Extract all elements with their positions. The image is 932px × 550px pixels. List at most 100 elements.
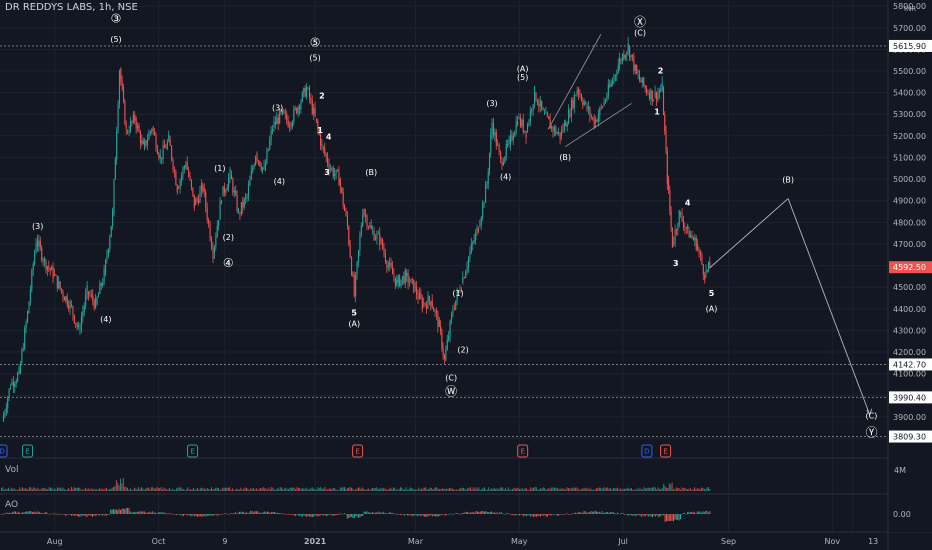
volume-bar [542, 487, 544, 491]
volume-bar [114, 486, 116, 491]
candle-body [284, 113, 286, 115]
ao-bar [304, 514, 306, 517]
volume-bar [97, 489, 99, 491]
projection-segment [709, 198, 789, 269]
candle-body [403, 276, 405, 284]
time-axis[interactable]: Aug Oct 9 2021 Mar May Jul Sep Nov 13 [47, 537, 878, 546]
volume-bar [15, 489, 16, 491]
volume-bar [93, 488, 95, 491]
volume-bar [510, 489, 512, 491]
candle-body [699, 252, 702, 256]
ao-bar [58, 514, 60, 515]
candle-body [276, 118, 278, 125]
event-marker [22, 444, 34, 458]
volume-bar [682, 488, 684, 491]
ao-bar [533, 514, 534, 518]
candle-body [356, 261, 358, 276]
volume-bar [681, 487, 683, 491]
ao-bar [437, 514, 439, 517]
volume-axis-label: 4M [894, 466, 906, 475]
volume-bar [519, 488, 520, 491]
candle-body [169, 140, 171, 146]
volume-bar [552, 487, 554, 491]
ao-bar [251, 510, 253, 514]
volume-bar [188, 489, 190, 491]
candle-body [654, 91, 656, 97]
volume-bar [451, 488, 453, 491]
candle-body [293, 109, 295, 123]
candle-body [171, 145, 173, 160]
volume-bar [132, 489, 134, 491]
volume-bar [611, 489, 613, 491]
volume-bar [122, 478, 124, 491]
candle-body [257, 160, 259, 162]
price-label-badge [889, 430, 932, 443]
ao-bar [352, 514, 354, 519]
ao-bar [369, 512, 371, 514]
candle-body [76, 324, 78, 327]
candle-body [8, 388, 10, 398]
volume-bar [135, 488, 137, 491]
candle-body [462, 277, 464, 283]
volume-bar [190, 489, 191, 491]
candle-body [389, 262, 391, 266]
ao-bar [250, 510, 252, 514]
volume-bar [234, 489, 236, 491]
ao-bar [615, 514, 617, 515]
time-tick-label: Mar [408, 537, 424, 546]
ao-bar [678, 514, 680, 521]
ao-bar [542, 514, 544, 516]
volume-bar [425, 487, 427, 491]
candle-body [44, 258, 46, 262]
ao-bar [226, 513, 228, 515]
volume-bar [36, 489, 37, 491]
event-marker [352, 444, 364, 458]
ao-bar [26, 511, 28, 514]
volume-bar [282, 489, 284, 491]
event-marker-letter: E [663, 448, 667, 456]
candle-body [438, 319, 440, 327]
ao-bar [85, 514, 86, 516]
volume-bar [465, 489, 467, 491]
candle-body [684, 227, 686, 229]
volume-bar [106, 487, 107, 491]
ao-bar [299, 514, 301, 516]
candle-body [610, 82, 612, 87]
candle-body [508, 138, 510, 145]
price-axis[interactable]: 5800.005700.005600.005500.005400.005300.… [887, 0, 932, 550]
volume-bar [148, 487, 149, 491]
volume-bar [180, 487, 182, 491]
volume-bar [464, 488, 466, 491]
volume-bar [692, 489, 694, 491]
volume-bar [258, 488, 260, 491]
ao-bar [278, 513, 280, 514]
volume-bar [429, 487, 431, 491]
time-tick-label: Oct [152, 537, 166, 546]
volume-bar [699, 489, 701, 491]
volume-pane [1, 478, 711, 491]
volume-bar [583, 488, 585, 491]
ao-bar [384, 513, 386, 514]
candle-body [637, 74, 639, 76]
volume-bar [86, 489, 88, 491]
ao-bar [89, 514, 91, 516]
volume-bar [76, 487, 78, 491]
ao-pane [1, 507, 711, 522]
ao-bar [614, 512, 616, 514]
volume-bar [376, 487, 378, 491]
ao-bar [192, 514, 194, 516]
ao-bar [688, 511, 690, 514]
volume-bar [26, 488, 28, 491]
ao-bar [274, 512, 275, 514]
ao-bar [104, 514, 106, 516]
price-tick-label: 4200.00 [893, 348, 926, 357]
volume-bar [535, 487, 537, 491]
volume-bar [470, 487, 471, 491]
ao-bar [99, 514, 100, 516]
ao-bar [457, 512, 459, 514]
candle-body [538, 104, 540, 107]
candle-body [179, 180, 181, 189]
candle-body [345, 210, 347, 216]
